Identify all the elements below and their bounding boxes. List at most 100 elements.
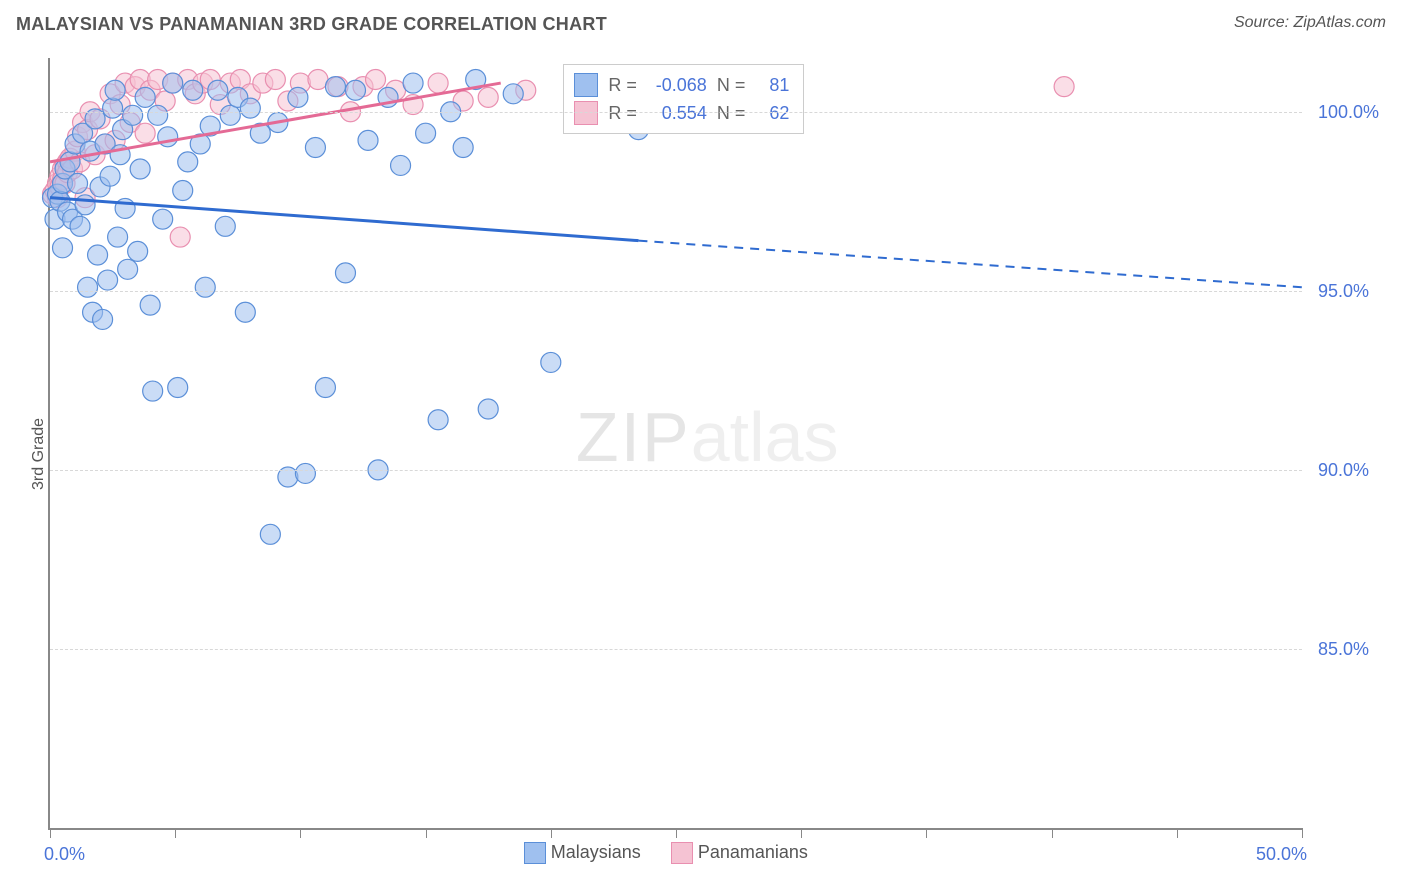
scatter-point bbox=[288, 87, 308, 107]
x-axis-min-label: 0.0% bbox=[44, 844, 85, 865]
chart-title: MALAYSIAN VS PANAMANIAN 3RD GRADE CORREL… bbox=[16, 14, 607, 35]
scatter-point bbox=[130, 159, 150, 179]
trend-line-blue bbox=[50, 198, 638, 241]
scatter-point bbox=[345, 80, 365, 100]
x-tick bbox=[1302, 828, 1303, 838]
x-tick bbox=[801, 828, 802, 838]
scatter-point bbox=[325, 77, 345, 97]
n-value: 81 bbox=[755, 71, 789, 99]
scatter-point bbox=[108, 227, 128, 247]
x-tick bbox=[300, 828, 301, 838]
r-value: -0.068 bbox=[647, 71, 707, 99]
scatter-point bbox=[78, 277, 98, 297]
x-tick bbox=[926, 828, 927, 838]
y-axis-title: 3rd Grade bbox=[30, 418, 48, 490]
scatter-point bbox=[173, 181, 193, 201]
trend-line-blue-ext bbox=[638, 241, 1302, 288]
scatter-point bbox=[215, 216, 235, 236]
scatter-point bbox=[75, 195, 95, 215]
legend-stat-row: R = 0.554 N = 62 bbox=[574, 99, 789, 127]
scatter-point bbox=[428, 73, 448, 93]
n-value: 62 bbox=[755, 99, 789, 127]
scatter-point bbox=[178, 152, 198, 172]
scatter-point bbox=[143, 381, 163, 401]
scatter-point bbox=[135, 123, 155, 143]
x-tick bbox=[175, 828, 176, 838]
scatter-point bbox=[70, 216, 90, 236]
scatter-point bbox=[260, 524, 280, 544]
scatter-point bbox=[208, 80, 228, 100]
y-tick-label: 90.0% bbox=[1318, 460, 1369, 481]
scatter-point bbox=[123, 105, 143, 125]
legend-item: Panamanians bbox=[671, 842, 808, 864]
y-tick-label: 100.0% bbox=[1318, 102, 1379, 123]
gridline bbox=[50, 649, 1302, 650]
scatter-point bbox=[358, 130, 378, 150]
scatter-point bbox=[220, 105, 240, 125]
scatter-point bbox=[265, 69, 285, 89]
scatter-point bbox=[60, 152, 80, 172]
source-label: Source: ZipAtlas.com bbox=[1234, 14, 1386, 32]
scatter-point bbox=[140, 295, 160, 315]
scatter-point bbox=[315, 377, 335, 397]
y-tick-label: 95.0% bbox=[1318, 281, 1369, 302]
gridline bbox=[50, 470, 1302, 471]
scatter-point bbox=[1054, 77, 1074, 97]
chart-svg bbox=[50, 58, 1302, 828]
legend-swatch bbox=[574, 101, 598, 125]
x-tick bbox=[1052, 828, 1053, 838]
legend-stat-row: R = -0.068 N = 81 bbox=[574, 71, 789, 99]
scatter-point bbox=[183, 80, 203, 100]
r-value: 0.554 bbox=[647, 99, 707, 127]
x-axis-max-label: 50.0% bbox=[1256, 844, 1307, 865]
x-tick bbox=[1177, 828, 1178, 838]
legend-swatch bbox=[524, 842, 546, 864]
gridline bbox=[50, 291, 1302, 292]
scatter-point bbox=[170, 227, 190, 247]
legend-item: Malaysians bbox=[524, 842, 641, 864]
scatter-point bbox=[168, 377, 188, 397]
x-tick bbox=[551, 828, 552, 838]
scatter-point bbox=[195, 277, 215, 297]
scatter-point bbox=[100, 166, 120, 186]
n-label: N = bbox=[717, 71, 746, 99]
scatter-point bbox=[240, 98, 260, 118]
scatter-point bbox=[163, 73, 183, 93]
legend-stats: R = -0.068 N = 81 R = 0.554 N = 62 bbox=[563, 64, 804, 134]
scatter-point bbox=[53, 238, 73, 258]
y-tick-label: 85.0% bbox=[1318, 639, 1369, 660]
r-label: R = bbox=[608, 99, 637, 127]
legend-swatch bbox=[671, 842, 693, 864]
scatter-point bbox=[98, 270, 118, 290]
scatter-point bbox=[391, 155, 411, 175]
scatter-point bbox=[235, 302, 255, 322]
scatter-point bbox=[503, 84, 523, 104]
scatter-point bbox=[135, 87, 155, 107]
scatter-point bbox=[453, 138, 473, 158]
scatter-point bbox=[416, 123, 436, 143]
scatter-point bbox=[541, 352, 561, 372]
n-label: N = bbox=[717, 99, 746, 127]
scatter-point bbox=[305, 138, 325, 158]
scatter-point bbox=[105, 80, 125, 100]
scatter-point bbox=[428, 410, 448, 430]
scatter-point bbox=[366, 69, 386, 89]
scatter-point bbox=[478, 87, 498, 107]
legend-series: Malaysians Panamanians bbox=[524, 842, 808, 864]
scatter-point bbox=[403, 73, 423, 93]
legend-label: Malaysians bbox=[551, 842, 641, 862]
scatter-point bbox=[335, 263, 355, 283]
scatter-point bbox=[88, 245, 108, 265]
plot-area: ZIPatlas R =-0.068 N =81 R =0.554 N =62 bbox=[48, 58, 1302, 830]
legend-label: Panamanians bbox=[698, 842, 808, 862]
scatter-point bbox=[153, 209, 173, 229]
scatter-point bbox=[118, 259, 138, 279]
r-label: R = bbox=[608, 71, 637, 99]
scatter-point bbox=[93, 309, 113, 329]
scatter-point bbox=[295, 463, 315, 483]
x-tick bbox=[426, 828, 427, 838]
scatter-point bbox=[103, 98, 123, 118]
legend-swatch bbox=[574, 73, 598, 97]
scatter-point bbox=[68, 173, 88, 193]
scatter-point bbox=[478, 399, 498, 419]
